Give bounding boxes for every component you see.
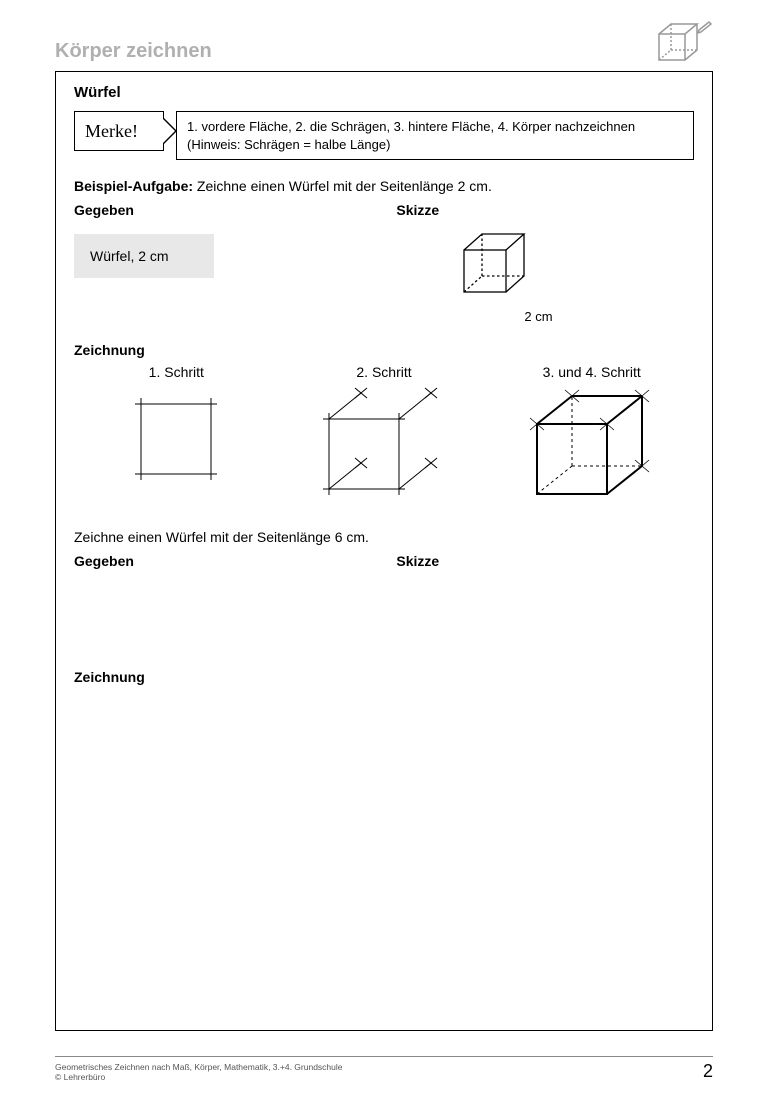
content-frame: Würfel Merke! 1. vordere Fläche, 2. die …	[55, 71, 713, 1031]
skizze-dimension: 2 cm	[456, 309, 694, 324]
page-footer: Geometrisches Zeichnen nach Maß, Körper,…	[55, 1056, 713, 1082]
diagrams-row	[74, 384, 694, 509]
task2-text: Zeichne einen Würfel mit der Seitenlänge…	[74, 529, 694, 545]
task2-given-space	[74, 581, 694, 651]
page-number: 2	[703, 1061, 713, 1082]
task2-skizze-label: Skizze	[396, 553, 694, 569]
merke-line2: (Hinweis: Schrägen = halbe Länge)	[187, 137, 390, 152]
page-title: Körper zeichnen	[55, 40, 713, 63]
given-skizze-content: Würfel, 2 cm 2 cm	[74, 230, 694, 324]
given-label: Gegeben	[74, 202, 396, 218]
step1-diagram	[74, 384, 279, 494]
skizze-label: Skizze	[396, 202, 694, 218]
given-box: Würfel, 2 cm	[74, 234, 214, 278]
example-task: Beispiel-Aufgabe: Zeichne einen Würfel m…	[74, 178, 694, 194]
task2-drawing-label: Zeichnung	[74, 669, 694, 685]
footer-line1: Geometrisches Zeichnen nach Maß, Körper,…	[55, 1062, 343, 1072]
footer-line2: © Lehrerbüro	[55, 1072, 105, 1082]
merke-box: 1. vordere Fläche, 2. die Schrägen, 3. h…	[176, 111, 694, 160]
step2-diagram	[282, 384, 487, 504]
skizze-cube-diagram	[456, 230, 534, 300]
step2-label: 2. Schritt	[282, 364, 487, 380]
task2-given-label: Gegeben	[74, 553, 396, 569]
merke-row: Merke! 1. vordere Fläche, 2. die Schräge…	[74, 111, 694, 160]
skizze-col: 2 cm	[396, 230, 694, 324]
drawing-label: Zeichnung	[74, 342, 694, 358]
step1-label: 1. Schritt	[74, 364, 279, 380]
given-skizze-labels: Gegeben Skizze	[74, 202, 694, 224]
step3-label: 3. und 4. Schritt	[489, 364, 694, 380]
example-label: Beispiel-Aufgabe:	[74, 178, 193, 194]
merke-line1: 1. vordere Fläche, 2. die Schrägen, 3. h…	[187, 119, 635, 134]
section-title: Würfel	[74, 84, 694, 101]
footer-text: Geometrisches Zeichnen nach Maß, Körper,…	[55, 1062, 343, 1082]
task2-labels: Gegeben Skizze	[74, 553, 694, 575]
worksheet-page: Körper zeichnen Würfel Merke! 1. vordere…	[0, 0, 768, 1110]
step3-diagram	[489, 384, 694, 509]
merke-badge: Merke!	[74, 111, 164, 151]
example-text: Zeichne einen Würfel mit der Seitenlänge…	[193, 178, 492, 194]
header-cube-icon	[653, 20, 713, 73]
step-labels-row: 1. Schritt 2. Schritt 3. und 4. Schritt	[74, 364, 694, 380]
given-col: Würfel, 2 cm	[74, 230, 396, 324]
